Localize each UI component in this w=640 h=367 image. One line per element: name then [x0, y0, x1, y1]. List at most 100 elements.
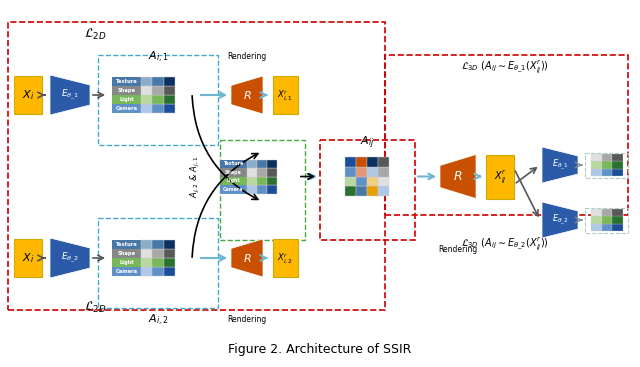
Bar	[612, 154, 623, 161]
Bar	[591, 154, 602, 161]
Bar	[164, 240, 175, 249]
Text: $X^r_{i,1}$: $X^r_{i,1}$	[277, 88, 293, 102]
Text: Camera: Camera	[223, 187, 243, 192]
Bar	[152, 258, 164, 267]
Bar	[246, 168, 257, 177]
Text: $R$: $R$	[243, 252, 252, 264]
Bar	[602, 161, 612, 169]
Bar	[112, 258, 141, 267]
Text: Shape: Shape	[225, 170, 241, 175]
Text: $X_i$: $X_i$	[22, 88, 34, 102]
Text: $A_{j,2}$ & $A_{j,1}$: $A_{j,2}$ & $A_{j,1}$	[188, 156, 202, 197]
Bar	[141, 240, 152, 249]
Bar	[141, 258, 152, 267]
Text: Rendering: Rendering	[227, 315, 267, 324]
Bar	[8, 22, 385, 310]
Bar	[141, 104, 152, 113]
Text: Texture: Texture	[223, 161, 243, 166]
Bar	[220, 160, 246, 168]
Text: $A_{i,2}$: $A_{i,2}$	[148, 313, 168, 328]
Bar	[346, 186, 356, 196]
Bar	[220, 185, 246, 193]
Bar	[267, 177, 277, 185]
Bar	[320, 140, 415, 240]
Bar	[220, 177, 246, 185]
Bar	[14, 76, 42, 114]
Bar	[612, 169, 623, 176]
Bar	[152, 267, 164, 276]
Bar	[273, 76, 298, 114]
Bar	[164, 77, 175, 86]
Text: $\mathcal{L}_{3D}\ (A_{ij} \sim E_{\theta\_2}(X^r_{ij}))$: $\mathcal{L}_{3D}\ (A_{ij} \sim E_{\thet…	[461, 235, 549, 252]
Text: $A_{i,1}$: $A_{i,1}$	[148, 50, 168, 65]
Bar	[98, 55, 218, 145]
Bar	[367, 157, 378, 167]
Bar	[164, 258, 175, 267]
Text: $E_{\theta\_1}$: $E_{\theta\_1}$	[61, 88, 79, 102]
Bar	[585, 153, 628, 178]
Bar	[378, 177, 388, 186]
Polygon shape	[50, 75, 90, 115]
Bar	[246, 160, 257, 168]
Bar	[141, 95, 152, 104]
Bar	[273, 239, 298, 277]
Text: Light: Light	[119, 260, 134, 265]
Bar	[112, 240, 141, 249]
Bar	[141, 249, 152, 258]
Bar	[267, 160, 277, 168]
Bar	[602, 209, 612, 216]
Bar	[356, 167, 367, 177]
Polygon shape	[231, 76, 263, 114]
Polygon shape	[231, 239, 263, 277]
Text: Shape: Shape	[118, 251, 136, 256]
Bar	[98, 218, 218, 308]
Bar	[112, 104, 141, 113]
Bar	[367, 177, 378, 186]
Bar	[591, 169, 602, 176]
Bar	[346, 157, 356, 167]
Text: Rendering: Rendering	[227, 52, 267, 61]
Bar	[141, 267, 152, 276]
Text: $X^r_{i,2}$: $X^r_{i,2}$	[277, 251, 293, 265]
Bar	[220, 168, 246, 177]
Text: Texture: Texture	[116, 79, 138, 84]
Bar	[591, 216, 602, 224]
Text: Figure 2. Architecture of SSIR: Figure 2. Architecture of SSIR	[228, 344, 412, 356]
Bar	[220, 140, 305, 240]
Text: Light: Light	[226, 178, 240, 183]
Text: Texture: Texture	[116, 242, 138, 247]
Bar	[346, 167, 356, 177]
Polygon shape	[50, 238, 90, 278]
Text: Shape: Shape	[118, 88, 136, 93]
Text: $R$: $R$	[243, 89, 252, 101]
Text: $E_{\theta\_2}$: $E_{\theta\_2}$	[61, 251, 79, 265]
Bar	[152, 86, 164, 95]
Text: Camera: Camera	[116, 106, 138, 111]
Bar	[112, 249, 141, 258]
Text: $E_{\theta\_2}$: $E_{\theta\_2}$	[552, 213, 568, 227]
Bar	[112, 77, 141, 86]
Bar	[164, 95, 175, 104]
Bar	[112, 267, 141, 276]
Bar	[602, 216, 612, 224]
Text: $\mathcal{L}_{3D}\ (A_{ij} \sim E_{\theta\_1}(X^r_{ij}))$: $\mathcal{L}_{3D}\ (A_{ij} \sim E_{\thet…	[461, 58, 549, 75]
Bar	[612, 161, 623, 169]
Bar	[602, 154, 612, 161]
Bar	[378, 186, 388, 196]
Bar	[14, 239, 42, 277]
Bar	[486, 155, 514, 199]
Text: Light: Light	[119, 97, 134, 102]
Bar	[356, 186, 367, 196]
Bar	[378, 167, 388, 177]
Bar	[612, 224, 623, 231]
Bar	[367, 167, 378, 177]
Bar	[378, 157, 388, 167]
Text: Camera: Camera	[116, 269, 138, 274]
Bar	[602, 224, 612, 231]
Bar	[257, 177, 267, 185]
Text: $\mathcal{L}_{2D}$: $\mathcal{L}_{2D}$	[84, 300, 106, 315]
Bar	[591, 224, 602, 231]
Bar	[164, 86, 175, 95]
Bar	[591, 209, 602, 216]
Text: $X^r_{ij}$: $X^r_{ij}$	[493, 168, 506, 185]
